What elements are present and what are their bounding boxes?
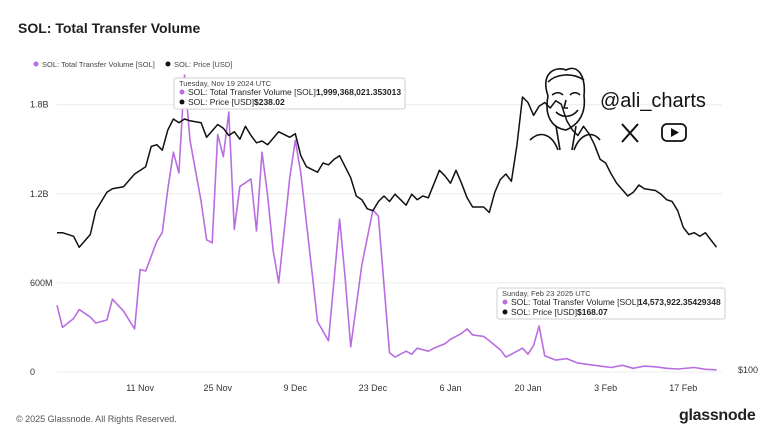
y-tick-label: 1.2B <box>30 189 49 199</box>
series-line-volume <box>56 74 717 371</box>
tooltip-volume-label: SOL: Total Transfer Volume [SOL]: <box>511 297 641 307</box>
legend-label-volume: SOL: Total Transfer Volume [SOL] <box>42 60 155 69</box>
brand-logo: glassnode <box>679 407 756 424</box>
tooltip-feb23: Sunday, Feb 23 2025 UTC SOL: Total Trans… <box>496 287 726 320</box>
x-axis: 11 Nov 25 Nov 9 Dec 23 Dec 6 Jan 20 Jan 3 Feb 1… <box>126 383 697 393</box>
x-tick-label: 6 Jan <box>439 383 461 393</box>
y-axis-left: 0 600M 1.2B 1.8B <box>30 100 53 377</box>
tooltip-price-label: SOL: Price [USD]: <box>188 97 257 107</box>
legend: SOL: Total Transfer Volume [SOL] SOL: Pr… <box>33 60 232 69</box>
tooltip-nov19: Tuesday, Nov 19 2024 UTC SOL: Total Tran… <box>173 77 406 110</box>
x-tick-label: 23 Dec <box>359 383 388 393</box>
legend-swatch-volume <box>33 61 39 67</box>
chart-title: SOL: Total Transfer Volume <box>18 20 201 36</box>
tooltip-price-label: SOL: Price [USD]: <box>511 307 580 317</box>
tooltip-date: Sunday, Feb 23 2025 UTC <box>502 289 591 298</box>
legend-label-price: SOL: Price [USD] <box>174 60 232 69</box>
tooltip-swatch-volume <box>502 299 508 305</box>
tooltip-volume-value: 14,573,922.35429348 <box>638 297 721 307</box>
x-tick-label: 17 Feb <box>669 383 697 393</box>
tooltip-volume-label: SOL: Total Transfer Volume [SOL]: <box>188 87 318 97</box>
series-lines <box>56 74 718 371</box>
x-tick-label: 20 Jan <box>515 383 542 393</box>
tooltip-swatch-volume <box>179 89 185 95</box>
tooltip-price-value: $168.07 <box>577 307 608 317</box>
watermark-handle: @ali_charts <box>600 90 706 112</box>
y-tick-label: 0 <box>30 367 35 377</box>
y-tick-label: 600M <box>30 278 53 288</box>
y-axis-right-tick: $100 <box>738 365 758 375</box>
copyright-footer: © 2025 Glassnode. All Rights Reserved. <box>16 414 177 424</box>
legend-swatch-price <box>165 61 171 67</box>
x-tick-label: 9 Dec <box>284 383 308 393</box>
y-tick-label: 1.8B <box>30 100 49 110</box>
watermark-avatar-icon <box>529 67 601 151</box>
youtube-icon[interactable] <box>661 123 687 142</box>
series-line-price <box>57 96 718 249</box>
tooltip-swatch-price <box>179 99 185 105</box>
x-tick-label: 25 Nov <box>203 383 232 393</box>
x-logo-icon[interactable] <box>621 123 639 143</box>
tooltip-date: Tuesday, Nov 19 2024 UTC <box>179 79 272 88</box>
tooltip-swatch-price <box>502 309 508 315</box>
x-tick-label: 11 Nov <box>126 383 154 393</box>
tooltip-price-value: $238.02 <box>254 97 285 107</box>
x-tick-label: 3 Feb <box>594 383 617 393</box>
tooltip-volume-value: 1,999,368,021.353013 <box>316 87 401 97</box>
